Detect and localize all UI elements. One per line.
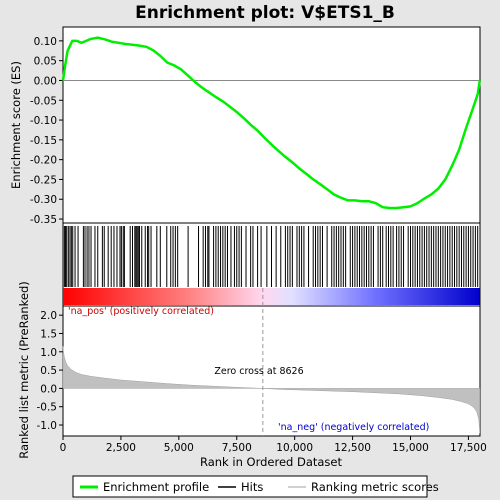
metric-tick-label: 1.0 <box>40 347 57 359</box>
metric-y-ticks: 2.0 1.5 1.0 0.5 0.0 -0.5 -1.0 <box>37 310 63 432</box>
legend-label: Ranking metric scores <box>311 480 439 494</box>
metric-tick-label: 2.0 <box>40 310 57 322</box>
es-tick-label: -0.20 <box>30 155 57 167</box>
legend-label: Enrichment profile <box>103 480 209 494</box>
legend-label: Hits <box>241 480 263 494</box>
x-tick-label: 10,000 <box>276 442 313 454</box>
es-y-axis-label: Enrichment score (ES) <box>9 61 23 189</box>
es-tick-label: 0.10 <box>34 36 57 48</box>
chart-title: Enrichment plot: V$ETS1_B <box>135 3 395 23</box>
metric-tick-label: 0.0 <box>40 383 57 395</box>
metric-panel-frame <box>62 305 481 437</box>
x-tick-label: 12,500 <box>334 442 371 454</box>
x-tick-label: 5,000 <box>164 442 194 454</box>
es-tick-label: -0.05 <box>30 95 57 107</box>
es-tick-label: -0.15 <box>30 135 57 147</box>
hit-markers <box>63 226 479 287</box>
es-tick-label: -0.10 <box>30 115 57 127</box>
legend-box <box>72 475 428 498</box>
enrichment-profile-line <box>61 36 482 210</box>
es-tick-label: 0.05 <box>34 56 57 68</box>
x-tick-label: 15,000 <box>392 442 429 454</box>
x-tick-label: 0 <box>60 442 67 454</box>
enrichment-panel-frame <box>62 26 481 224</box>
es-tick-label: 0.00 <box>34 75 57 87</box>
es-tick-label: -0.25 <box>30 174 57 186</box>
es-y-ticks: 0.10 0.05 0.00 -0.05 -0.10 -0.15 -0.20 -0.25 -0.… <box>30 36 63 226</box>
x-axis-ticks: 0 2,500 5,000 7,500 10,000 12,500 15,000 17,500 <box>60 436 487 454</box>
metric-tick-label: 0.5 <box>40 365 57 377</box>
zero-cross-label: Zero cross at 8626 <box>214 366 303 377</box>
legend: Enrichment profile Hits Ranking metric sco… <box>80 480 439 494</box>
ranking-gradient-bar <box>63 288 480 305</box>
x-tick-label: 7,500 <box>222 442 252 454</box>
metric-tick-label: 1.5 <box>40 328 57 340</box>
metric-tick-label: -1.0 <box>37 420 58 432</box>
metric-tick-label: -0.5 <box>37 402 58 414</box>
es-tick-label: -0.35 <box>30 214 57 226</box>
x-axis-label: Rank in Ordered Dataset <box>200 455 343 469</box>
metric-y-axis-label: Ranked list metric (PreRanked) <box>17 281 31 459</box>
x-tick-label: 17,500 <box>450 442 487 454</box>
x-tick-label: 2,500 <box>106 442 136 454</box>
neg-correlated-label: 'na_neg' (negatively correlated) <box>278 422 429 433</box>
es-tick-label: -0.30 <box>30 194 57 206</box>
pos-correlated-label: 'na_pos' (positively correlated) <box>68 306 214 317</box>
